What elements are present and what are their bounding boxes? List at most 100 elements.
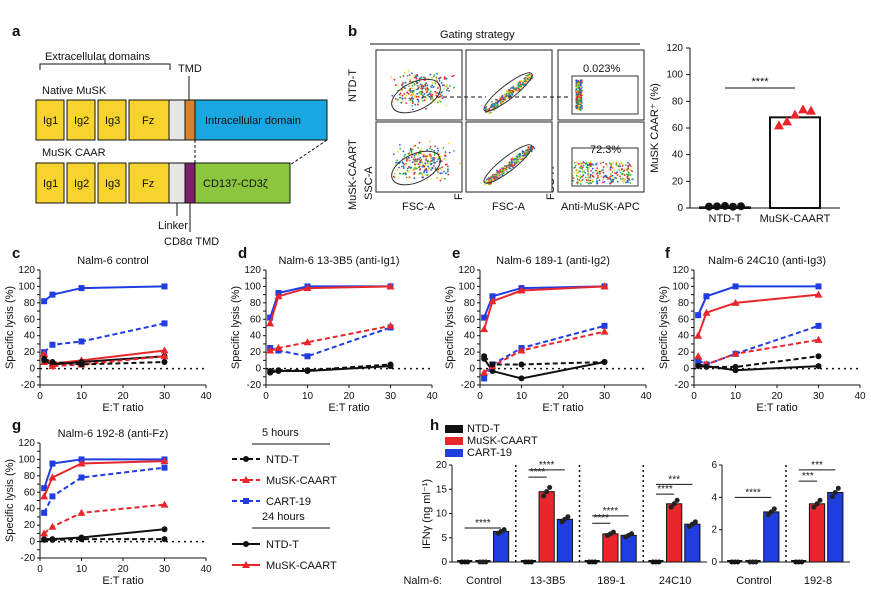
flow-event bbox=[607, 176, 609, 179]
legend-label: MuSK-CAART bbox=[266, 560, 337, 572]
series-line bbox=[44, 528, 165, 541]
flow-event bbox=[578, 163, 581, 166]
panel-letter-g: g bbox=[12, 417, 21, 434]
data-point bbox=[49, 493, 56, 500]
flow-event bbox=[420, 147, 423, 150]
flow-event bbox=[579, 82, 582, 85]
flow-event bbox=[412, 145, 415, 148]
flow-event bbox=[579, 79, 582, 82]
data-point bbox=[600, 327, 609, 335]
flow-event bbox=[585, 179, 588, 182]
flow-event bbox=[452, 150, 455, 152]
panel-g-legend: 5 hours 24 hours NTD-T MuSK-CAART CART-19 NTD… bbox=[232, 427, 337, 572]
flow-event bbox=[433, 101, 436, 104]
y-tick-label: 5 bbox=[441, 533, 447, 544]
data-point bbox=[48, 522, 57, 530]
bar bbox=[666, 503, 683, 563]
flow-event bbox=[499, 99, 502, 101]
flow-event bbox=[591, 167, 594, 170]
flow-event bbox=[440, 177, 443, 180]
flow-event bbox=[433, 165, 435, 167]
y-tick-label: 100 bbox=[18, 281, 35, 292]
flow-event bbox=[404, 97, 407, 100]
lysis-title: Nalm-6 13-3B5 (anti-Ig1) bbox=[278, 255, 399, 267]
y-tick-label: -20 bbox=[21, 380, 36, 391]
flow-event bbox=[452, 74, 455, 77]
y-axis-label: MuSK CAAR⁺ (%) bbox=[649, 83, 661, 173]
data-point bbox=[41, 536, 48, 543]
flow-event bbox=[447, 168, 449, 171]
flow-event bbox=[580, 101, 583, 104]
flow-event bbox=[615, 163, 618, 166]
flow-event bbox=[515, 161, 518, 163]
y-tick-label: 60 bbox=[250, 314, 262, 325]
flow-event bbox=[421, 166, 424, 168]
flow-event bbox=[411, 84, 414, 87]
flow-event bbox=[408, 156, 410, 159]
flow-event bbox=[441, 97, 444, 100]
percent-ntd: 0.023% bbox=[583, 63, 621, 75]
flow-event bbox=[406, 167, 409, 170]
flow-event bbox=[406, 74, 409, 77]
flow-event bbox=[496, 173, 499, 176]
flow-event bbox=[417, 103, 419, 106]
cd8-tmd-label: CD8α TMD bbox=[164, 236, 219, 248]
flow-event bbox=[504, 94, 506, 96]
x-axis-label: E:T ratio bbox=[756, 402, 797, 414]
flow-event bbox=[449, 85, 451, 87]
flow-event bbox=[517, 84, 520, 87]
bar bbox=[620, 534, 637, 563]
flow-event bbox=[440, 92, 443, 94]
flow-event bbox=[408, 97, 411, 100]
flow-event bbox=[514, 88, 517, 91]
bar bbox=[538, 491, 555, 563]
flow-event bbox=[412, 75, 415, 78]
data-point bbox=[161, 359, 168, 365]
flow-event bbox=[610, 173, 612, 175]
data-point bbox=[799, 559, 805, 565]
flow-event bbox=[575, 172, 578, 175]
flow-event bbox=[439, 155, 442, 158]
data-point bbox=[489, 368, 496, 375]
flow-event bbox=[411, 161, 414, 164]
flow-event bbox=[431, 148, 433, 151]
flow-event bbox=[573, 162, 576, 164]
flow-event bbox=[596, 177, 598, 180]
extracellular-label: Extracellular domains bbox=[45, 51, 151, 63]
flow-event bbox=[514, 158, 517, 160]
flow-event bbox=[417, 152, 420, 155]
flow-event bbox=[414, 167, 416, 170]
flow-event bbox=[445, 77, 448, 80]
flow-event bbox=[612, 161, 615, 164]
flow-event bbox=[418, 84, 421, 87]
flow-event bbox=[577, 83, 579, 85]
flow-event bbox=[447, 87, 449, 90]
flow-event bbox=[426, 155, 428, 158]
flow-event bbox=[443, 170, 445, 173]
flow-event bbox=[425, 156, 428, 159]
caar-ig2-label: Ig2 bbox=[74, 178, 89, 190]
flow-event bbox=[396, 84, 399, 87]
y-tick-label: 100 bbox=[666, 70, 683, 81]
flow-event bbox=[610, 175, 612, 178]
flow-event bbox=[424, 154, 427, 156]
flow-event bbox=[434, 92, 437, 95]
legend-marker bbox=[243, 456, 249, 462]
flow-event bbox=[581, 179, 584, 182]
flow-event bbox=[508, 162, 511, 165]
flow-event bbox=[433, 161, 435, 164]
y-tick-label: 100 bbox=[672, 281, 689, 292]
nalm6-row-label: Nalm-6: bbox=[403, 575, 442, 587]
data-point bbox=[732, 363, 739, 370]
y-tick-label: 60 bbox=[678, 314, 690, 325]
flow-plot bbox=[375, 121, 463, 193]
flow-event bbox=[429, 140, 431, 143]
flow-event bbox=[405, 159, 408, 162]
x-tick-label: 40 bbox=[200, 391, 212, 402]
flow-event bbox=[525, 74, 527, 77]
flow-event bbox=[501, 167, 503, 170]
x-axis-label: E:T ratio bbox=[102, 402, 143, 414]
x-tick-label: 0 bbox=[37, 391, 43, 402]
flow-event bbox=[419, 160, 422, 162]
